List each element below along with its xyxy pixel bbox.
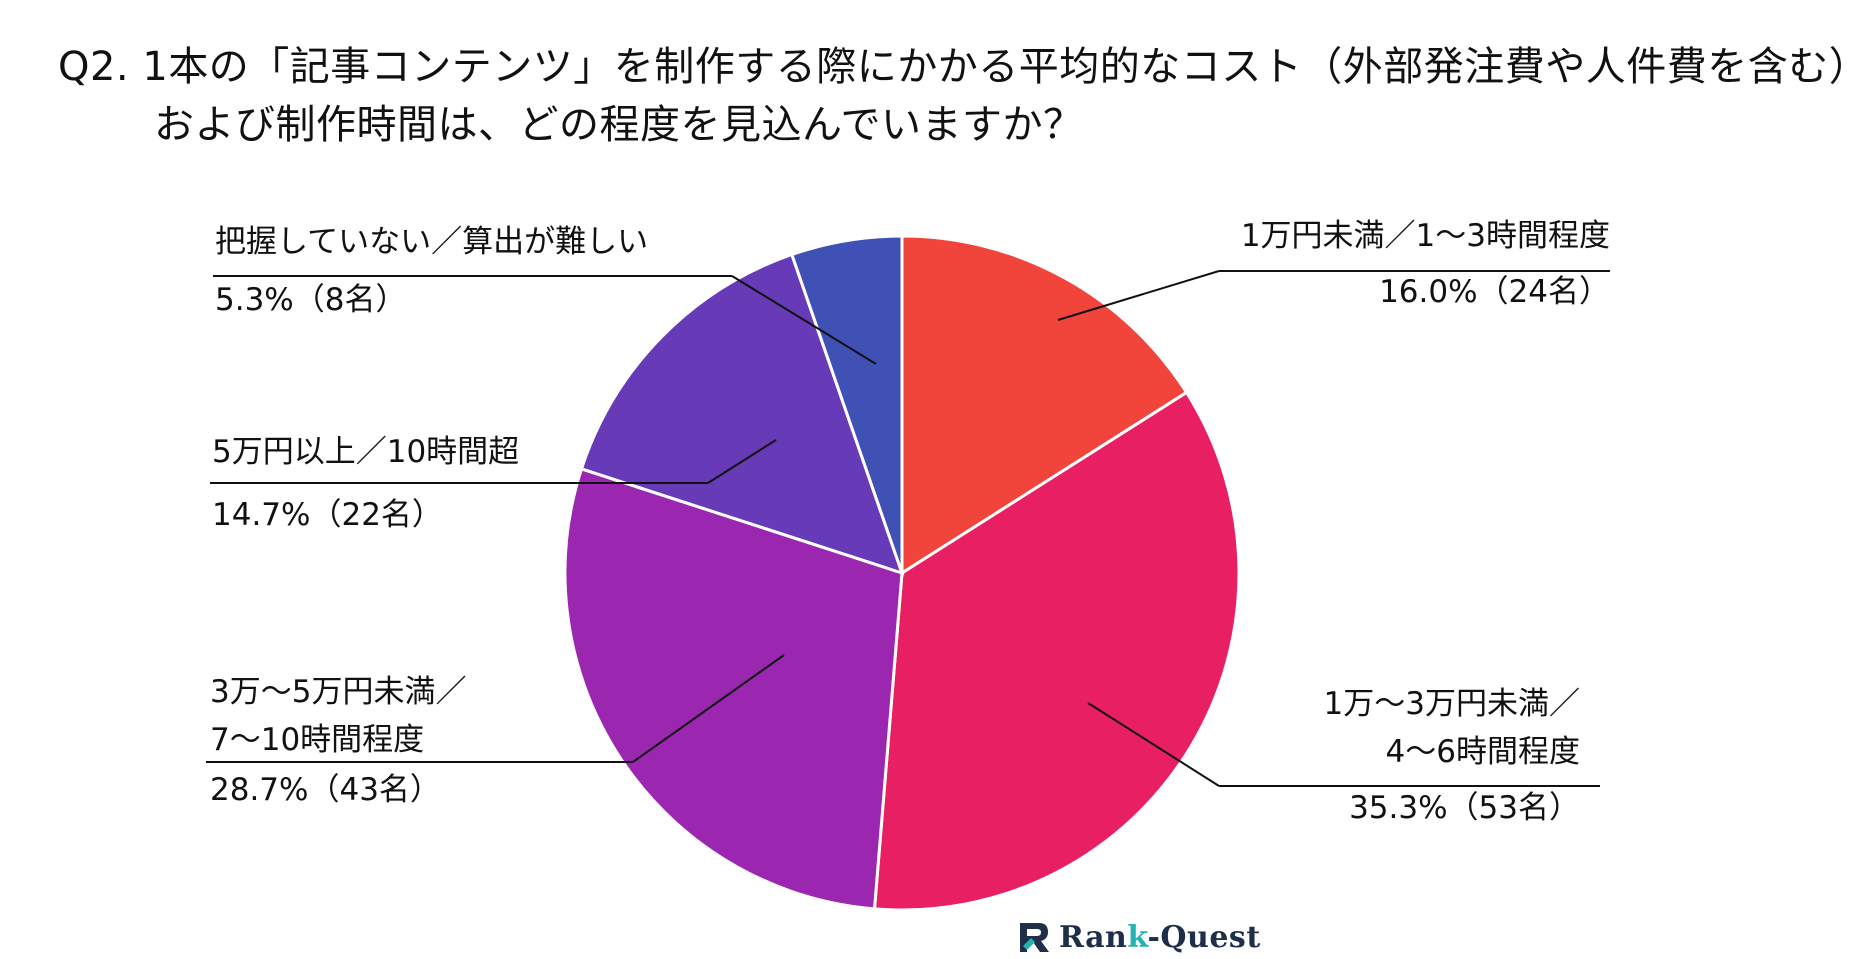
slice-value-label-5: 5.3%（8名） (215, 282, 406, 318)
title-line-2: および制作時間は、どの程度を見込んでいますか？ (154, 102, 1084, 148)
slice-label-2-line-1: 1万～3万円未満／ (1324, 686, 1580, 722)
slice-value-label-2: 35.3%（53名） (1349, 790, 1580, 826)
slice-labels: 1万円未満／1～3時間程度 16.0%（24名） 1万～3万円未満／ 4～6時間程度 3… (210, 218, 1610, 826)
slice-label-1-line-1: 1万円未満／1～3時間程度 (1241, 218, 1610, 254)
pie-slices (563, 234, 1241, 912)
slice-label-3-line-1: 3万～5万円未満／ (210, 674, 466, 710)
brand-name-suffix: -Quest (1147, 919, 1261, 955)
pie-slice-3 (563, 466, 904, 911)
brand-name: Rank-Quest (1059, 920, 1261, 955)
slice-label-2-line-2: 4～6時間程度 (1386, 734, 1580, 770)
slice-label-4-line-1: 5万円以上／10時間超 (212, 434, 519, 470)
pie-slice-4 (579, 252, 905, 576)
leader-lines (206, 270, 1610, 787)
title-line-1: Q2. 1本の「記事コンテンツ」を制作する際にかかる平均的なコスト（外部発注費や… (58, 44, 1867, 90)
slice-label-5-line-1: 把握していない／算出が難しい (215, 224, 648, 260)
leader-line-1 (1057, 270, 1220, 321)
leader-line-2 (1087, 702, 1220, 787)
rank-quest-logo-icon (1020, 923, 1049, 952)
pie-slice-1 (900, 234, 1189, 576)
slice-label-3-line-2: 7～10時間程度 (210, 722, 424, 758)
brand-name-accent: k (1127, 919, 1148, 955)
leader-line-3 (632, 654, 785, 763)
slice-value-label-4: 14.7%（22名） (212, 497, 443, 533)
slice-value-label-3: 28.7%（43名） (210, 772, 441, 808)
brand-logo: Rank-Quest (1015, 918, 1261, 956)
leader-line-5 (731, 275, 877, 365)
leader-line-4 (707, 439, 777, 484)
pie-slice-2 (872, 390, 1241, 912)
pie-slice-5 (789, 234, 904, 574)
chart-title: Q2. 1本の「記事コンテンツ」を制作する際にかかる平均的なコスト（外部発注費や… (58, 38, 1867, 154)
brand-name-prefix: Ran (1059, 919, 1128, 955)
slice-value-label-1: 16.0%（24名） (1379, 274, 1610, 310)
